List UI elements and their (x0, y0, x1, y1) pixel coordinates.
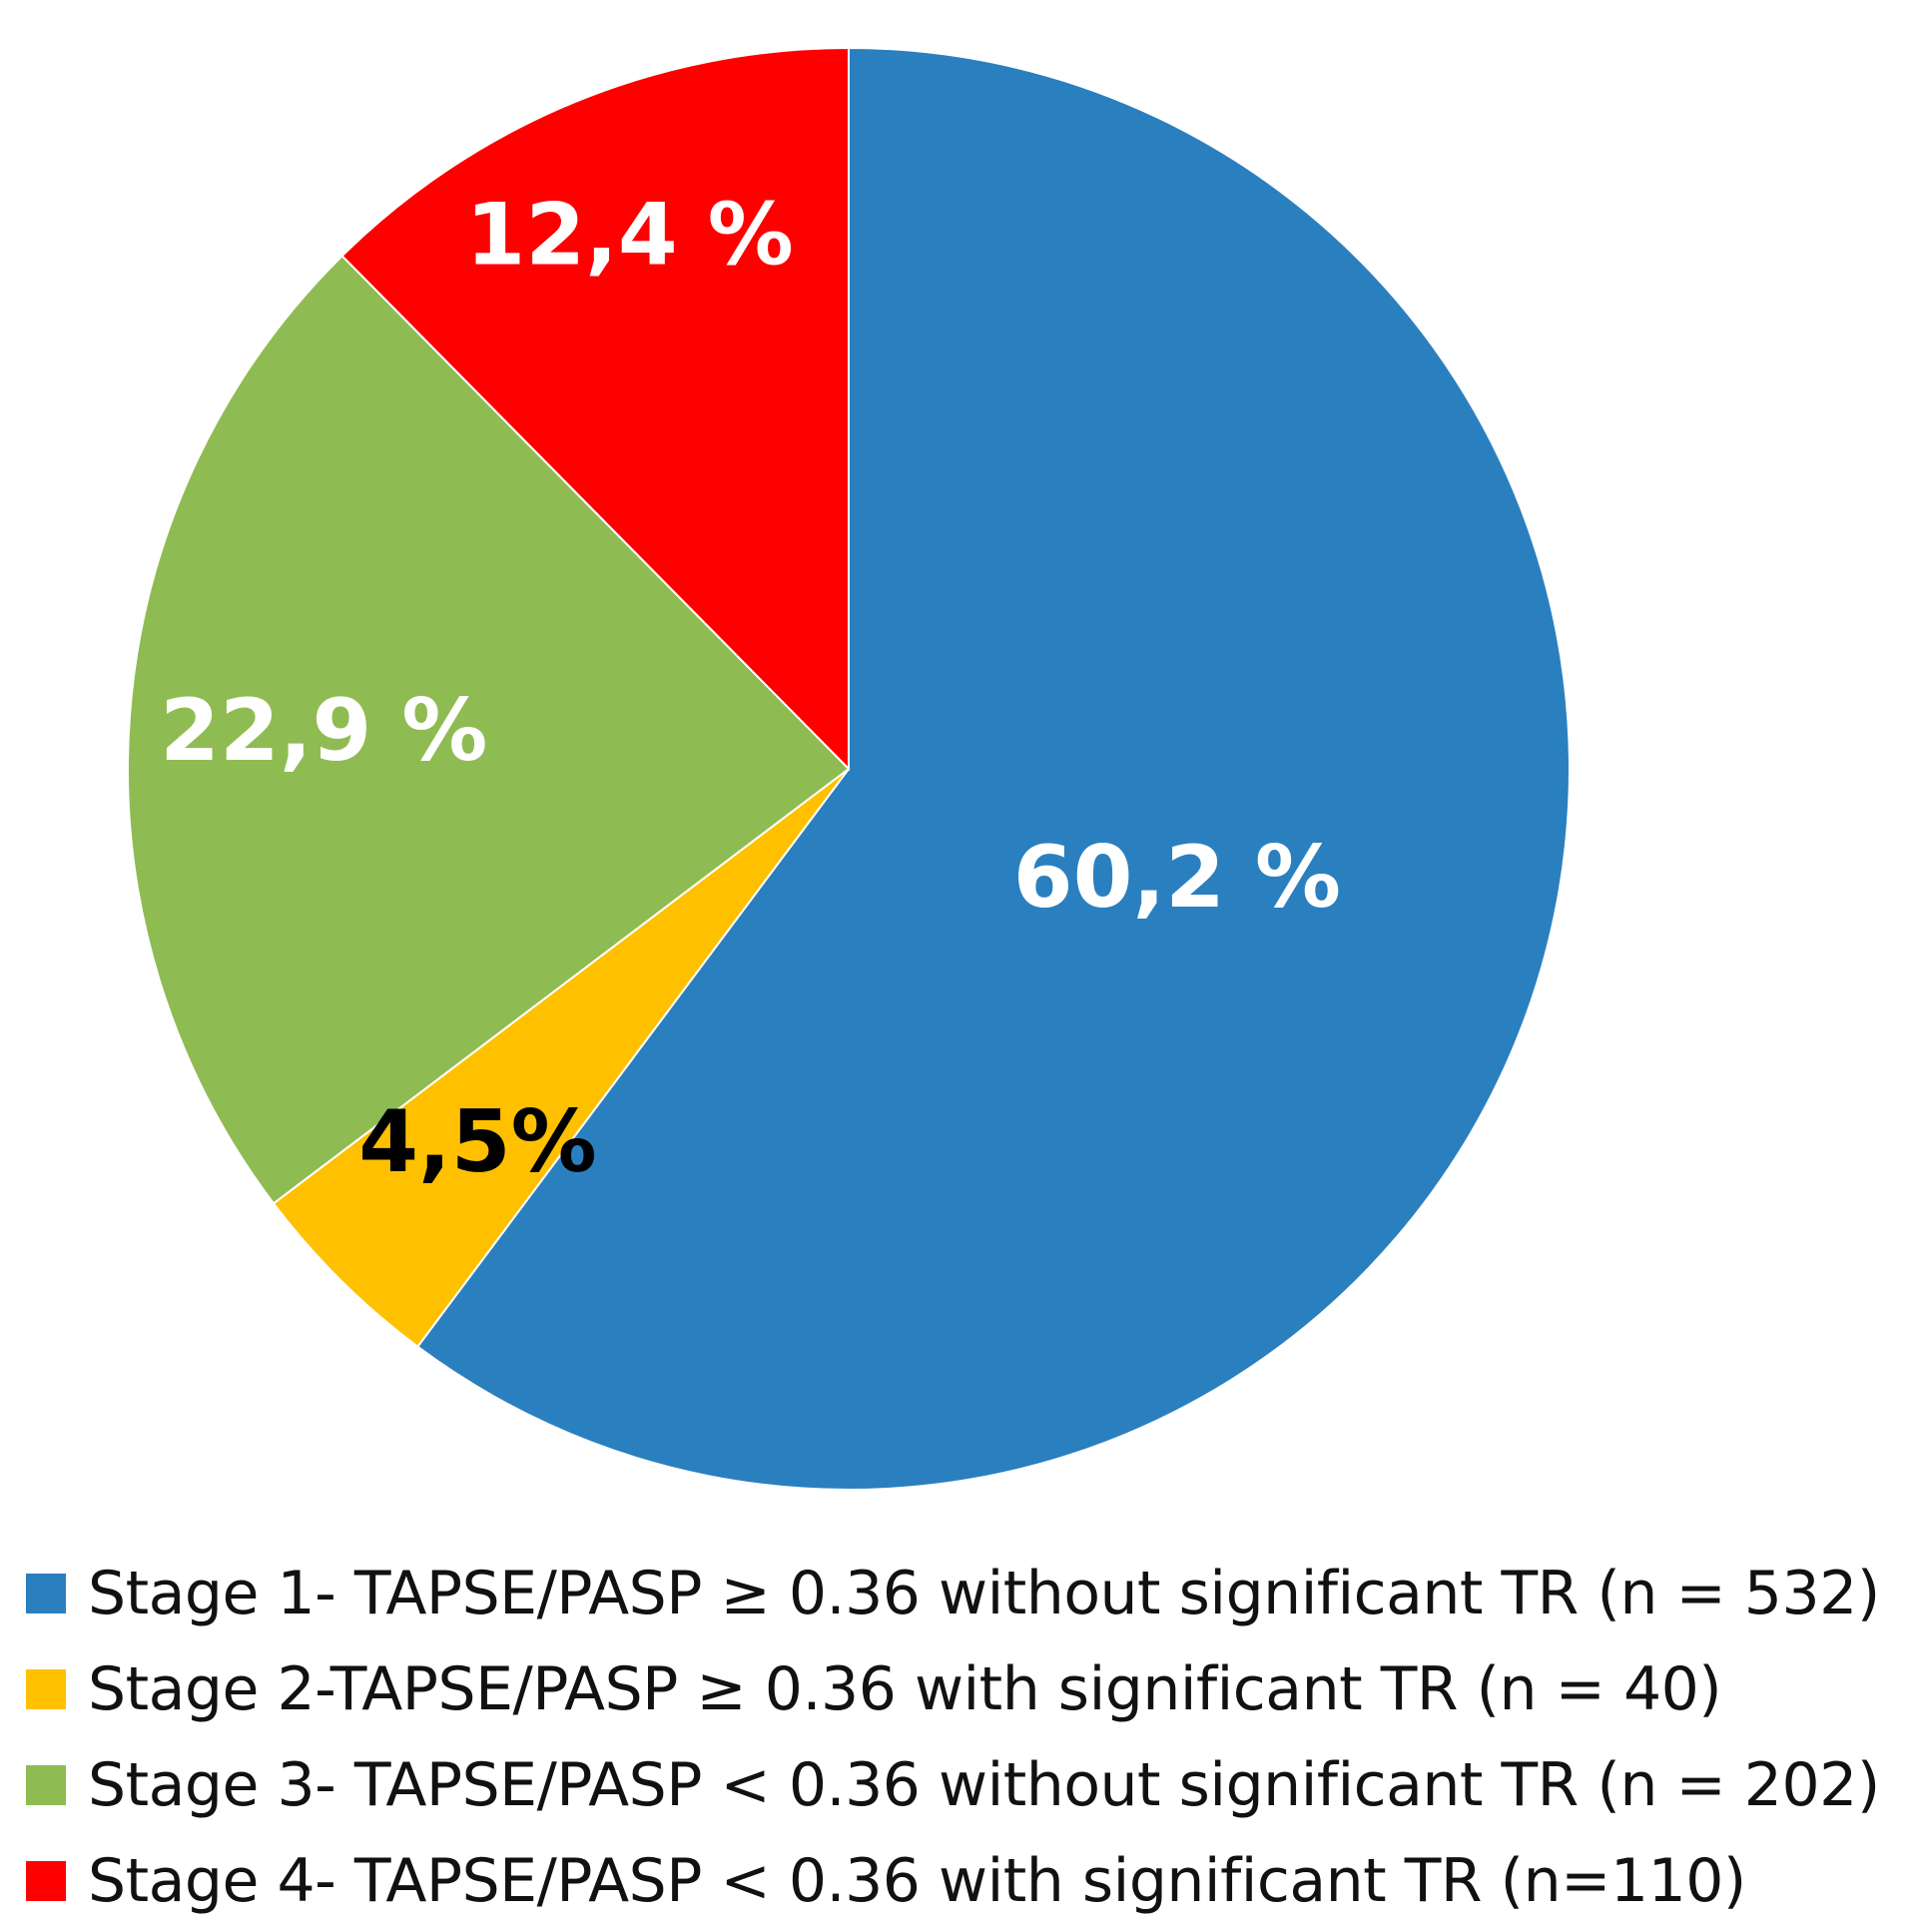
legend-label-stage-4: Stage 4- TAPSE/PASP < 0.36 with signific… (88, 1846, 1746, 1916)
pie-slice-stage-3 (127, 254, 851, 1205)
pie-slice-stage-4 (340, 46, 850, 772)
legend-swatch-stage-1 (26, 1574, 66, 1613)
legend-label-stage-2: Stage 2-TAPSE/PASP ≥ 0.36 with significa… (88, 1654, 1722, 1724)
pie-slice-stage-1 (415, 46, 1571, 1491)
pie-chart: 60,2 % 4,5% 22,9 % 12,4 % (127, 46, 1571, 1491)
legend-item-stage-4: Stage 4- TAPSE/PASP < 0.36 with signific… (26, 1833, 1903, 1929)
legend-swatch-stage-2 (26, 1669, 66, 1709)
legend-item-stage-1: Stage 1- TAPSE/PASP ≥ 0.36 without signi… (26, 1546, 1903, 1641)
slice-label-stage-1: 60,2 % (1013, 828, 1341, 928)
legend-label-stage-3: Stage 3- TAPSE/PASP < 0.36 without signi… (88, 1750, 1880, 1820)
legend-swatch-stage-3 (26, 1765, 66, 1805)
legend: Stage 1- TAPSE/PASP ≥ 0.36 without signi… (26, 1546, 1903, 1929)
slice-label-stage-4: 12,4 % (465, 186, 793, 286)
legend-item-stage-3: Stage 3- TAPSE/PASP < 0.36 without signi… (26, 1737, 1903, 1833)
slice-label-stage-2: 4,5% (358, 1092, 597, 1192)
legend-item-stage-2: Stage 2-TAPSE/PASP ≥ 0.36 with significa… (26, 1641, 1903, 1737)
legend-swatch-stage-4 (26, 1861, 66, 1901)
pie-slice-stage-2 (272, 768, 850, 1349)
legend-label-stage-1: Stage 1- TAPSE/PASP ≥ 0.36 without signi… (88, 1559, 1880, 1628)
slice-label-stage-3: 22,9 % (160, 681, 487, 781)
